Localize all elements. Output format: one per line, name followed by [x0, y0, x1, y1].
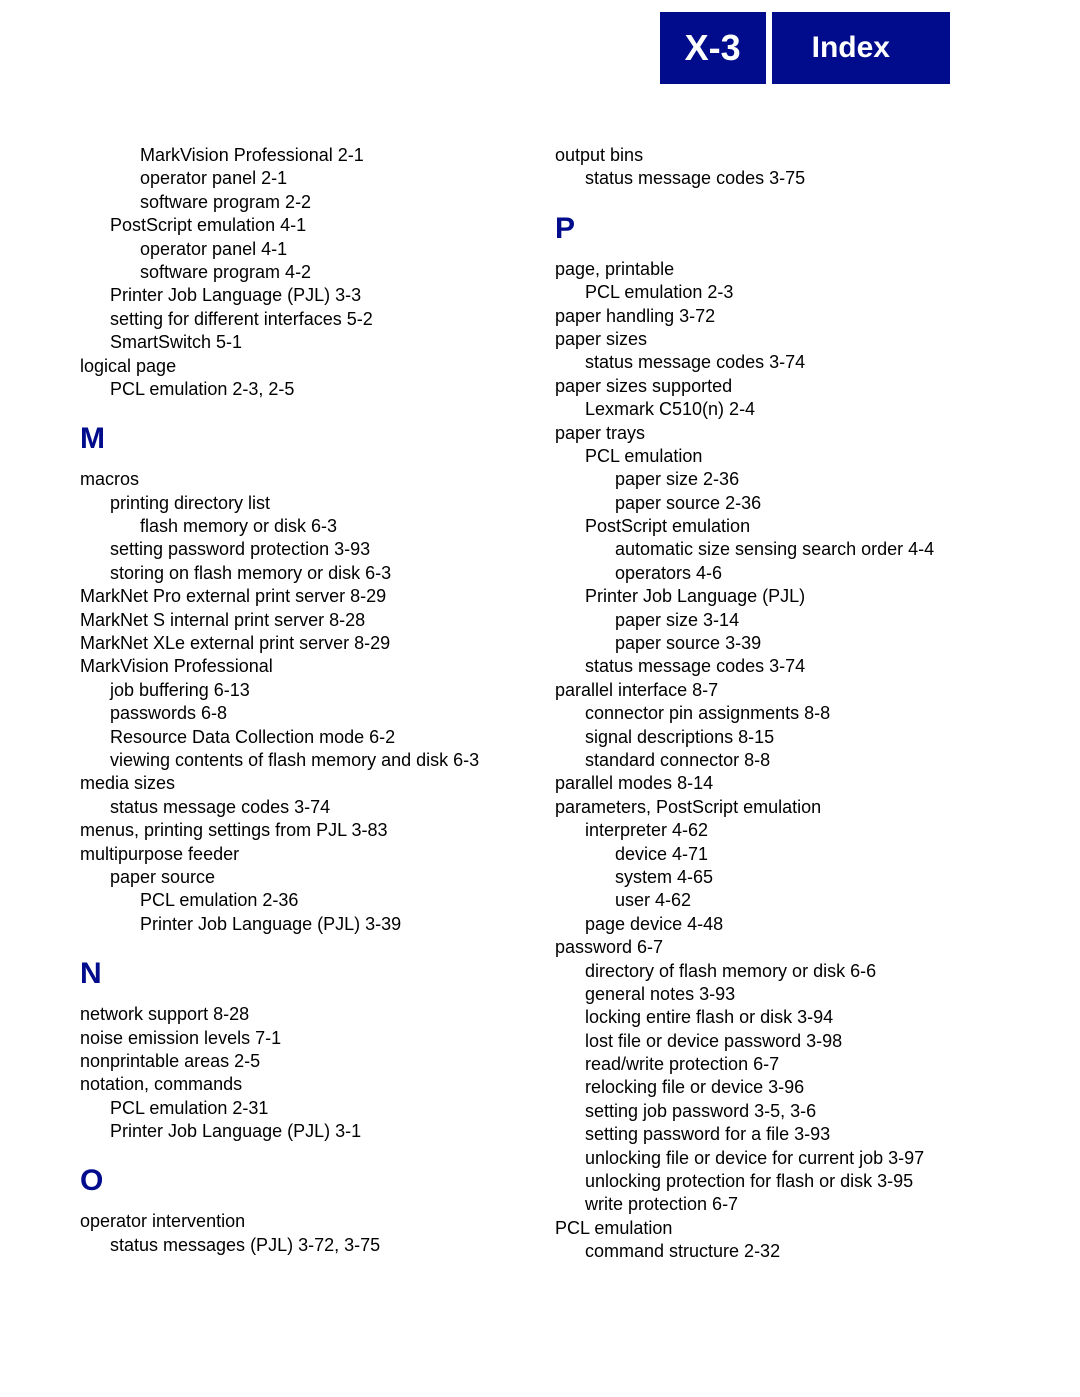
index-entry: lost file or device password 3-98 [585, 1030, 1000, 1053]
section-letter: O [80, 1161, 525, 1200]
index-entry: operator intervention [80, 1210, 525, 1233]
index-entry: page, printable [555, 258, 1000, 281]
page-header: X-3 Index [0, 0, 1080, 84]
index-entry: page device 4-48 [585, 913, 1000, 936]
index-entry: device 4-71 [615, 843, 1000, 866]
index-entry: status message codes 3-74 [585, 655, 1000, 678]
index-entry: operators 4-6 [615, 562, 1000, 585]
index-entry: status message codes 3-75 [585, 167, 1000, 190]
header-page-number: X-3 [660, 12, 766, 84]
index-entry: command structure 2-32 [585, 1240, 1000, 1263]
index-entry: paper size 2-36 [615, 468, 1000, 491]
index-entry: automatic size sensing search order 4-4 [615, 538, 1000, 561]
index-entry: status message codes 3-74 [110, 796, 525, 819]
index-entry: operator panel 2-1 [140, 167, 525, 190]
index-entry: system 4-65 [615, 866, 1000, 889]
index-entry: logical page [80, 355, 525, 378]
index-content: MarkVision Professional 2-1operator pane… [0, 84, 1080, 1304]
index-entry: paper source [110, 866, 525, 889]
index-entry: MarkNet XLe external print server 8-29 [80, 632, 525, 655]
header-title: Index [772, 12, 950, 84]
index-entry: read/write protection 6-7 [585, 1053, 1000, 1076]
index-entry: unlocking file or device for current job… [585, 1147, 1000, 1170]
index-entry: viewing contents of flash memory and dis… [110, 749, 525, 772]
index-entry: user 4-62 [615, 889, 1000, 912]
index-entry: MarkVision Professional 2-1 [140, 144, 525, 167]
index-entry: Printer Job Language (PJL) 3-1 [110, 1120, 525, 1143]
index-entry: setting password for a file 3-93 [585, 1123, 1000, 1146]
index-entry: network support 8-28 [80, 1003, 525, 1026]
index-entry: software program 2-2 [140, 191, 525, 214]
index-entry: paper sizes supported [555, 375, 1000, 398]
index-entry: signal descriptions 8-15 [585, 726, 1000, 749]
index-column-left: MarkVision Professional 2-1operator pane… [80, 144, 525, 1264]
index-entry: PCL emulation [585, 445, 1000, 468]
index-entry: directory of flash memory or disk 6-6 [585, 960, 1000, 983]
index-entry: software program 4-2 [140, 261, 525, 284]
index-entry: paper handling 3-72 [555, 305, 1000, 328]
index-entry: connector pin assignments 8-8 [585, 702, 1000, 725]
index-entry: parallel modes 8-14 [555, 772, 1000, 795]
index-entry: PostScript emulation 4-1 [110, 214, 525, 237]
index-entry: menus, printing settings from PJL 3-83 [80, 819, 525, 842]
index-entry: paper source 3-39 [615, 632, 1000, 655]
index-entry: PostScript emulation [585, 515, 1000, 538]
index-entry: operator panel 4-1 [140, 238, 525, 261]
index-entry: storing on flash memory or disk 6-3 [110, 562, 525, 585]
index-entry: write protection 6-7 [585, 1193, 1000, 1216]
index-entry: job buffering 6-13 [110, 679, 525, 702]
index-entry: PCL emulation 2-31 [110, 1097, 525, 1120]
index-entry: output bins [555, 144, 1000, 167]
section-letter: P [555, 209, 1000, 248]
index-entry: passwords 6-8 [110, 702, 525, 725]
index-entry: status messages (PJL) 3-72, 3-75 [110, 1234, 525, 1257]
index-entry: MarkNet Pro external print server 8-29 [80, 585, 525, 608]
index-entry: locking entire flash or disk 3-94 [585, 1006, 1000, 1029]
index-entry: macros [80, 468, 525, 491]
index-entry: parallel interface 8-7 [555, 679, 1000, 702]
index-entry: parameters, PostScript emulation [555, 796, 1000, 819]
index-entry: Printer Job Language (PJL) 3-39 [140, 913, 525, 936]
index-entry: PCL emulation 2-36 [140, 889, 525, 912]
index-entry: MarkNet S internal print server 8-28 [80, 609, 525, 632]
section-letter: N [80, 954, 525, 993]
index-entry: multipurpose feeder [80, 843, 525, 866]
index-entry: Lexmark C510(n) 2-4 [585, 398, 1000, 421]
index-entry: flash memory or disk 6-3 [140, 515, 525, 538]
index-entry: setting password protection 3-93 [110, 538, 525, 561]
index-entry: status message codes 3-74 [585, 351, 1000, 374]
section-letter: M [80, 419, 525, 458]
index-entry: general notes 3-93 [585, 983, 1000, 1006]
index-entry: Printer Job Language (PJL) [585, 585, 1000, 608]
index-entry: SmartSwitch 5-1 [110, 331, 525, 354]
index-entry: setting for different interfaces 5-2 [110, 308, 525, 331]
index-entry: unlocking protection for flash or disk 3… [585, 1170, 1000, 1193]
index-entry: interpreter 4-62 [585, 819, 1000, 842]
index-entry: PCL emulation [555, 1217, 1000, 1240]
header-box: X-3 Index [660, 12, 950, 84]
index-entry: PCL emulation 2-3, 2-5 [110, 378, 525, 401]
index-entry: paper trays [555, 422, 1000, 445]
index-entry: standard connector 8-8 [585, 749, 1000, 772]
index-entry: setting job password 3-5, 3-6 [585, 1100, 1000, 1123]
index-entry: paper size 3-14 [615, 609, 1000, 632]
index-entry: notation, commands [80, 1073, 525, 1096]
index-entry: MarkVision Professional [80, 655, 525, 678]
index-entry: PCL emulation 2-3 [585, 281, 1000, 304]
index-entry: media sizes [80, 772, 525, 795]
index-entry: paper source 2-36 [615, 492, 1000, 515]
index-entry: relocking file or device 3-96 [585, 1076, 1000, 1099]
index-entry: Printer Job Language (PJL) 3-3 [110, 284, 525, 307]
index-column-right: output binsstatus message codes 3-75 Ppag… [555, 144, 1000, 1264]
index-entry: noise emission levels 7-1 [80, 1027, 525, 1050]
index-entry: printing directory list [110, 492, 525, 515]
index-entry: password 6-7 [555, 936, 1000, 959]
index-entry: paper sizes [555, 328, 1000, 351]
index-entry: Resource Data Collection mode 6-2 [110, 726, 525, 749]
index-entry: nonprintable areas 2-5 [80, 1050, 525, 1073]
